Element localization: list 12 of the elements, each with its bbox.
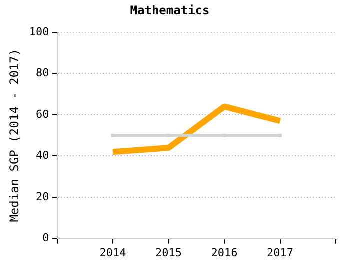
chart-title: Mathematics xyxy=(130,3,210,18)
x-tick-label: 2016 xyxy=(211,246,238,260)
y-tick-label: 20 xyxy=(36,190,50,204)
y-tick-label: 0 xyxy=(42,232,50,245)
y-tick-label: 40 xyxy=(36,149,50,162)
x-tick-label: 2017 xyxy=(267,246,294,260)
y-tick-label: 80 xyxy=(36,66,50,80)
x-tick-label: 2014 xyxy=(100,246,127,260)
x-tick-label: 2015 xyxy=(156,246,182,260)
y-tick-label: 100 xyxy=(29,25,50,38)
y-tick-label: 60 xyxy=(36,108,50,121)
y-axis-title: Median SGP (2014 - 2017) xyxy=(7,48,22,222)
